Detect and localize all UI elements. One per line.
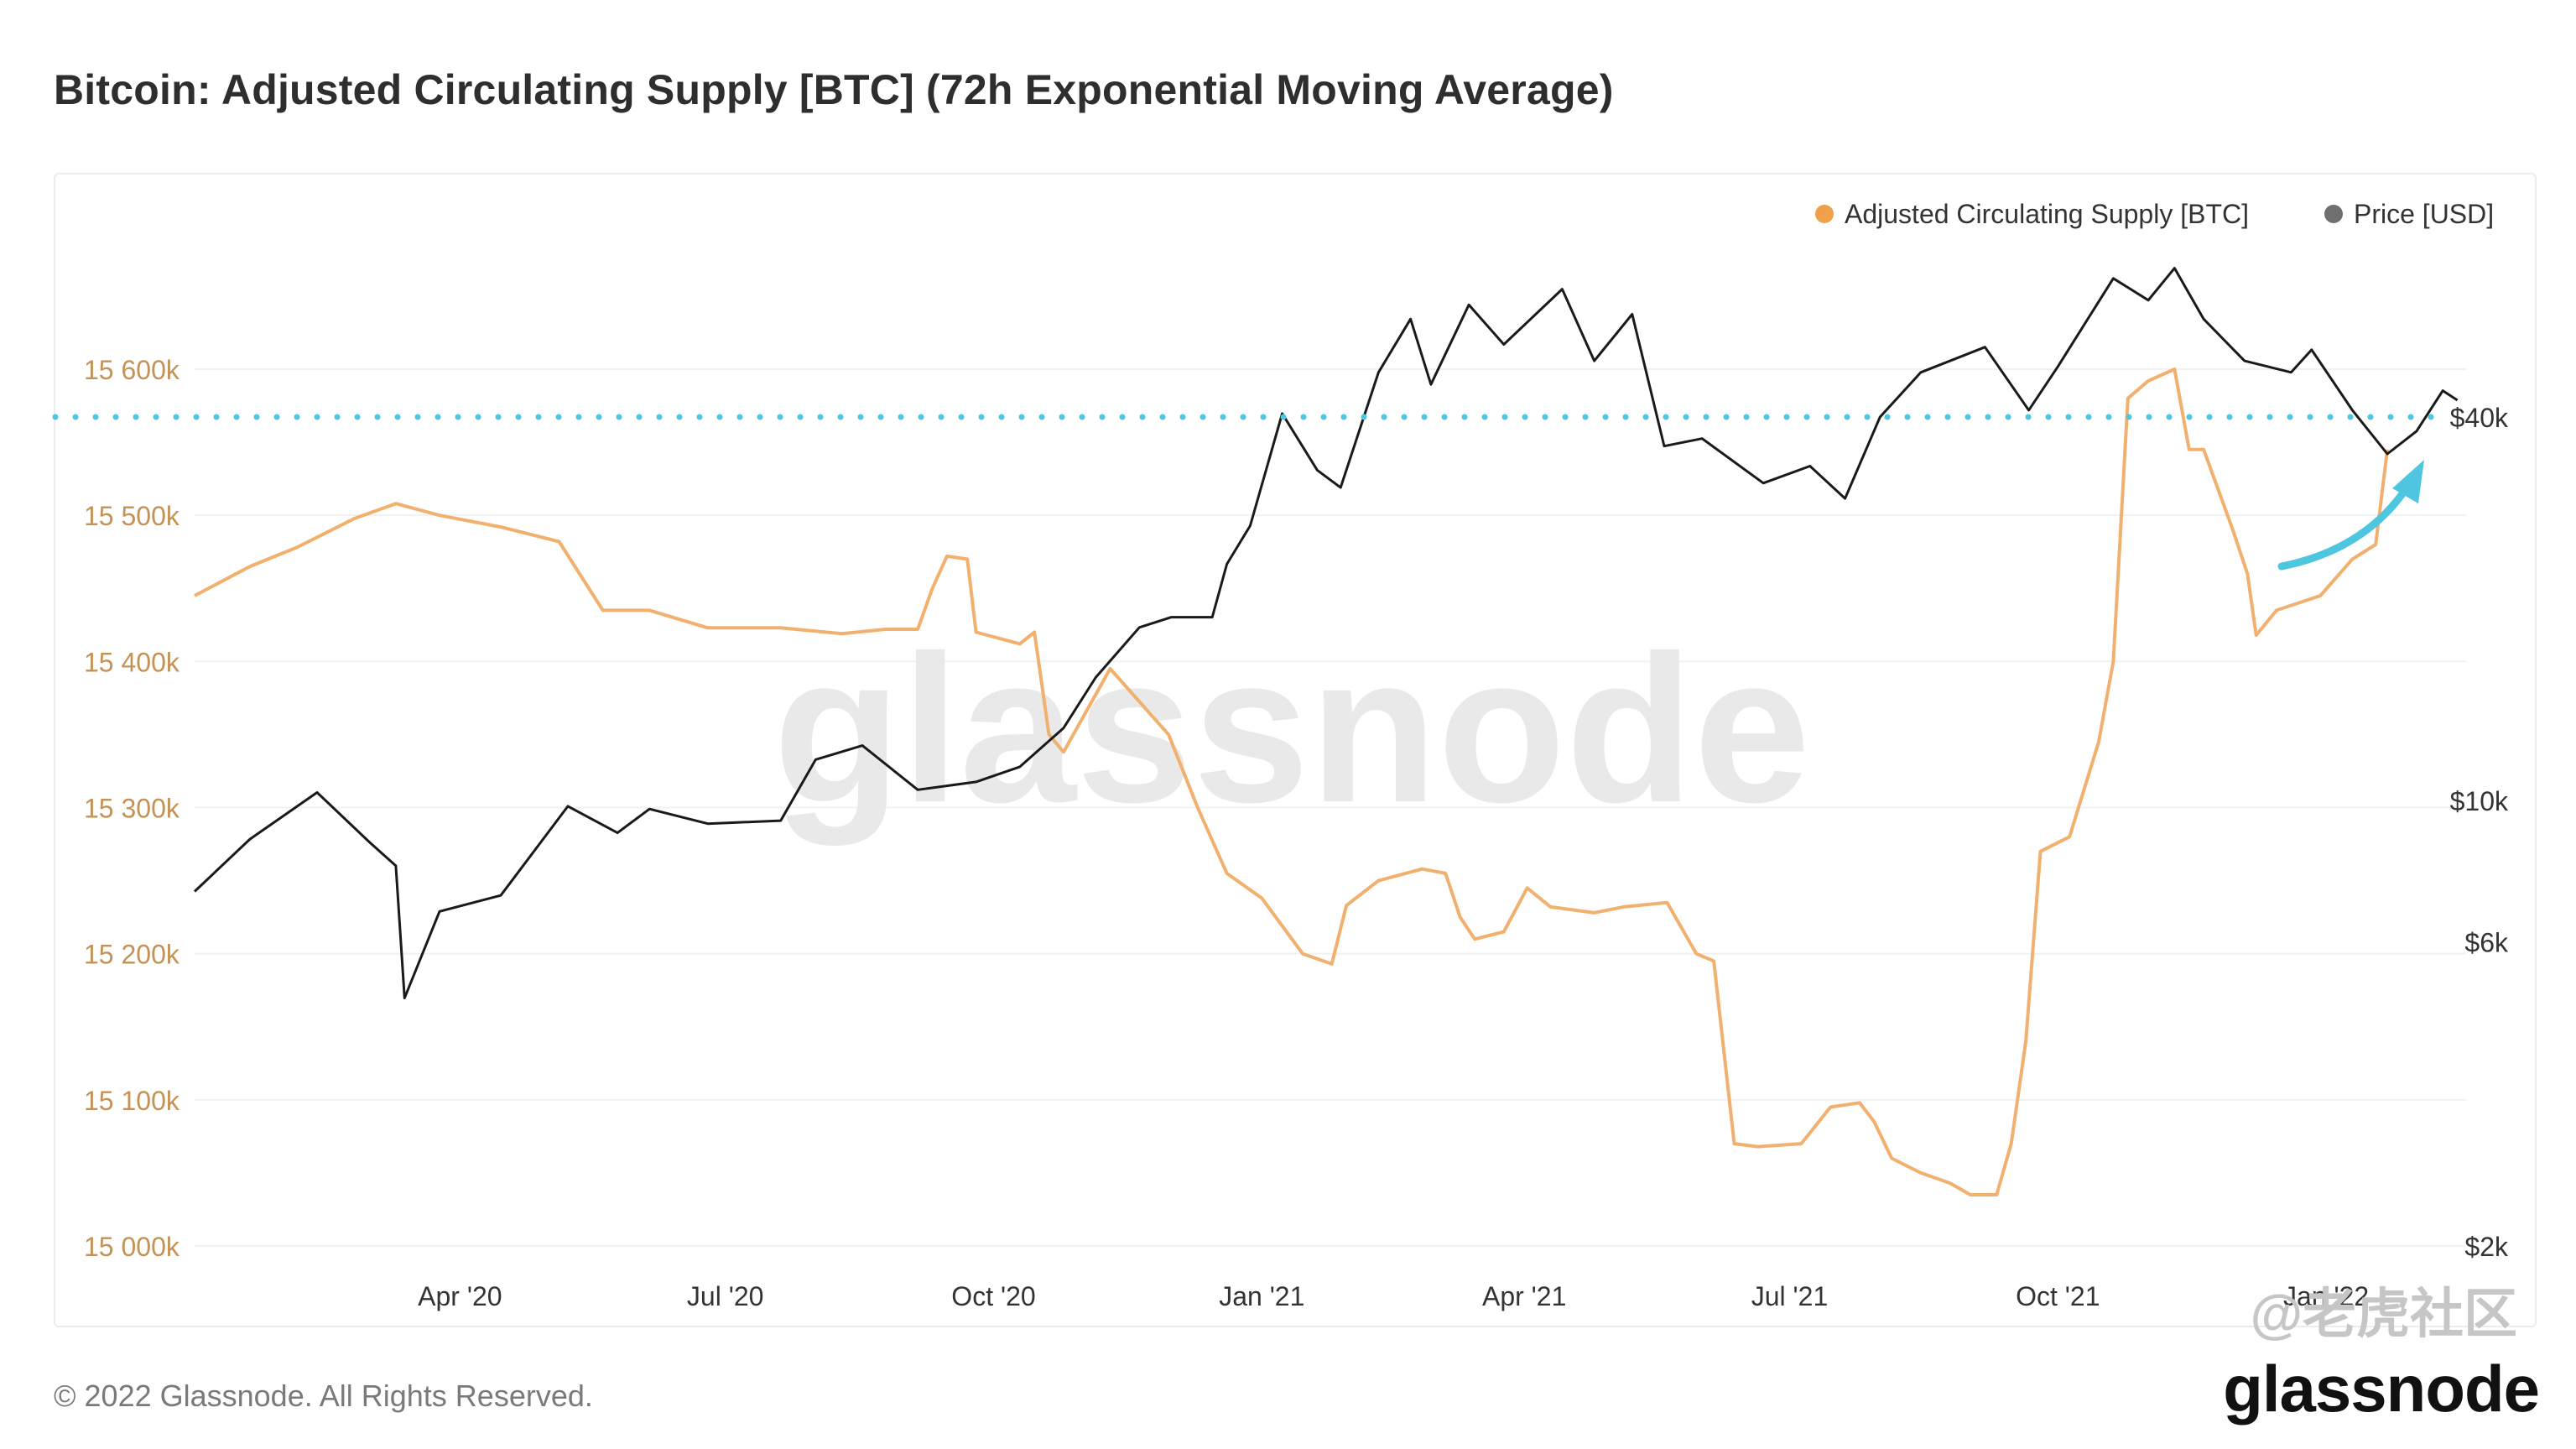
y-left-tick-label: 15 400k	[84, 647, 180, 677]
legend: Adjusted Circulating Supply [BTC] Price […	[1815, 199, 2494, 229]
x-tick-label: Jan '22	[2283, 1281, 2369, 1311]
series-line-price	[193, 267, 2459, 999]
x-tick-label: Apr '20	[418, 1281, 502, 1311]
chart-panel	[54, 173, 2537, 1327]
y-right-tick-label: $40k	[2450, 403, 2509, 433]
x-tick-label: Jul '20	[687, 1281, 764, 1311]
legend-dot-price	[2324, 205, 2343, 223]
community-watermark: @老虎社区	[2250, 1284, 2517, 1344]
y-left-tick-label: 15 200k	[84, 940, 180, 970]
brand-logo: glassnode	[2223, 1352, 2540, 1426]
series-layer	[193, 267, 2459, 1196]
y-left-tick-label: 15 500k	[84, 501, 180, 531]
x-tick-label: Jul '21	[1751, 1281, 1829, 1311]
annotation-layer	[2277, 460, 2424, 571]
x-tick-label: Jan '21	[1219, 1281, 1304, 1311]
legend-label-price: Price [USD]	[2354, 199, 2494, 229]
y-left-tick-label: 15 300k	[84, 794, 180, 824]
y-left-tick-label: 15 600k	[84, 355, 180, 385]
ticks-layer: 15 000k 15 100k 15 200k 15 300k 15 400k 15 50…	[84, 355, 2509, 1311]
y-left-tick-label: 15 000k	[84, 1232, 180, 1262]
y-right-tick-label: $10k	[2450, 786, 2509, 816]
copyright-footer: © 2022 Glassnode. All Rights Reserved.	[54, 1379, 593, 1413]
annotation-arrow	[2277, 482, 2412, 571]
x-tick-label: Apr '21	[1482, 1281, 1566, 1311]
grid-lines	[195, 368, 2466, 1247]
legend-label-supply: Adjusted Circulating Supply [BTC]	[1845, 199, 2249, 229]
watermark-text: glassnode	[773, 612, 1810, 846]
legend-dot-supply	[1815, 205, 1834, 223]
y-right-tick-label: $2k	[2464, 1232, 2509, 1262]
series-line-supply	[194, 367, 2390, 1196]
y-left-tick-label: 15 100k	[84, 1086, 180, 1116]
x-tick-label: Oct '20	[951, 1281, 1035, 1311]
y-right-tick-label: $6k	[2464, 928, 2509, 958]
page-title: Bitcoin: Adjusted Circulating Supply [BT…	[54, 66, 1614, 113]
annotation-arrowhead	[2392, 460, 2424, 503]
x-tick-label: Oct '21	[2016, 1281, 2100, 1311]
